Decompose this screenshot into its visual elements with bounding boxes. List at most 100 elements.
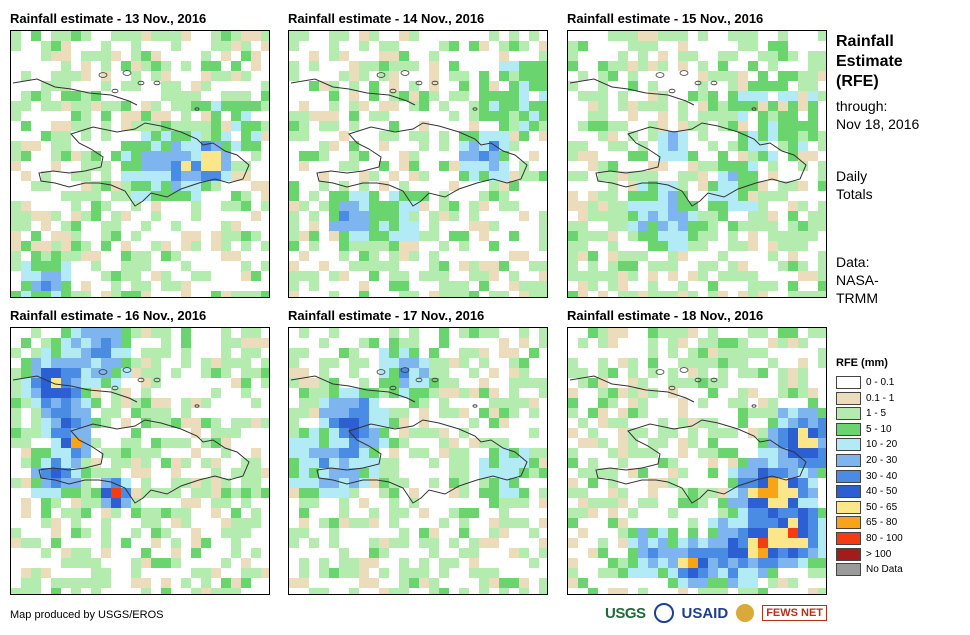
rainfall-cell <box>329 528 339 538</box>
rainfall-cell <box>768 478 778 488</box>
island-outline <box>98 369 108 375</box>
rainfall-cell <box>588 281 598 291</box>
rainfall-cell <box>429 221 439 231</box>
rainfall-cell <box>539 281 547 291</box>
rainfall-cell <box>41 281 51 291</box>
island-outline <box>122 70 132 76</box>
rainfall-cell <box>479 91 489 101</box>
rainfall-cell <box>708 578 718 588</box>
rainfall-cell <box>499 91 509 101</box>
rainfall-cell <box>231 141 241 151</box>
rainfall-cell <box>251 398 261 408</box>
rainfall-cell <box>618 558 628 568</box>
rainfall-cell <box>241 488 251 498</box>
rainfall-cell <box>399 241 409 251</box>
usaid-seal-icon <box>653 603 674 623</box>
rainfall-cell <box>539 51 547 61</box>
rainfall-cell <box>818 438 826 448</box>
rainfall-cell <box>221 91 231 101</box>
rainfall-cell <box>359 41 369 51</box>
rainfall-cell <box>51 398 61 408</box>
rainfall-cell <box>419 528 429 538</box>
rainfall-cell <box>578 281 588 291</box>
rainfall-cell <box>389 358 399 368</box>
rainfall-cell <box>688 358 698 368</box>
legend-swatch <box>836 485 861 499</box>
legend-item: 80 - 100 <box>836 531 903 546</box>
rainfall-cell <box>489 458 499 468</box>
rainfall-cell <box>151 181 161 191</box>
rainfall-cell <box>748 408 758 418</box>
rainfall-cell <box>728 31 738 41</box>
rainfall-cell <box>658 51 668 61</box>
rainfall-cell <box>678 338 688 348</box>
rainfall-cell <box>818 518 826 528</box>
rainfall-cell <box>678 328 688 338</box>
rainfall-cell <box>81 241 91 251</box>
rainfall-cell <box>648 488 658 498</box>
rainfall-cell <box>251 348 261 358</box>
rainfall-cell <box>718 271 728 281</box>
rainfall-cell <box>489 438 499 448</box>
rainfall-cell <box>221 428 231 438</box>
rainfall-cell <box>638 221 648 231</box>
rainfall-cell <box>141 378 151 388</box>
rainfall-cell <box>201 271 211 281</box>
rainfall-cell <box>708 231 718 241</box>
rainfall-cell <box>191 398 201 408</box>
rainfall-cell <box>121 241 131 251</box>
rainfall-cell <box>648 191 658 201</box>
rainfall-cell <box>698 91 708 101</box>
rainfall-cell <box>171 368 181 378</box>
rainfall-cell <box>61 61 71 71</box>
rainfall-cell <box>71 438 81 448</box>
rainfall-cell <box>289 448 299 458</box>
rainfall-cell <box>688 211 698 221</box>
legend-swatch <box>836 500 861 514</box>
rainfall-cell <box>51 131 61 141</box>
rainfall-cell <box>389 131 399 141</box>
rainfall-cell <box>648 131 658 141</box>
rainfall-cell <box>201 61 211 71</box>
rainfall-cell <box>479 468 489 478</box>
rainfall-cell <box>211 131 221 141</box>
rainfall-cell <box>818 211 826 221</box>
rainfall-cell <box>519 588 529 594</box>
rainfall-cell <box>31 348 41 358</box>
rainfall-cell <box>41 261 51 271</box>
rainfall-cell <box>648 348 658 358</box>
rainfall-cell <box>51 578 61 588</box>
rainfall-cell <box>818 271 826 281</box>
rainfall-cell <box>618 438 628 448</box>
rainfall-cell <box>499 418 509 428</box>
rainfall-cell <box>309 221 319 231</box>
rainfall-cell <box>479 151 489 161</box>
rainfall-cell <box>439 428 449 438</box>
rainfall-cell <box>51 538 61 548</box>
rainfall-cell <box>21 568 31 578</box>
rainfall-cell <box>648 181 658 191</box>
rainfall-cell <box>181 101 191 111</box>
rainfall-cell <box>429 51 439 61</box>
rainfall-cell <box>389 211 399 221</box>
rainfall-cell <box>469 161 479 171</box>
rainfall-cell <box>181 181 191 191</box>
rainfall-cell <box>758 71 768 81</box>
rainfall-cell <box>339 398 349 408</box>
rainfall-cell <box>191 488 201 498</box>
rainfall-cell <box>429 251 439 261</box>
rainfall-cell <box>161 251 171 261</box>
rainfall-cell <box>638 528 648 538</box>
rainfall-cell <box>161 328 171 338</box>
rainfall-cell <box>499 488 509 498</box>
rainfall-cell <box>319 121 329 131</box>
rainfall-cell <box>141 408 151 418</box>
rainfall-cell <box>241 41 251 51</box>
rainfall-cell <box>608 201 618 211</box>
rainfall-cell <box>499 291 509 297</box>
rainfall-cell <box>678 438 688 448</box>
rainfall-cell <box>261 131 269 141</box>
rainfall-cell <box>708 388 718 398</box>
rainfall-cell <box>91 211 101 221</box>
rainfall-cell <box>598 191 608 201</box>
